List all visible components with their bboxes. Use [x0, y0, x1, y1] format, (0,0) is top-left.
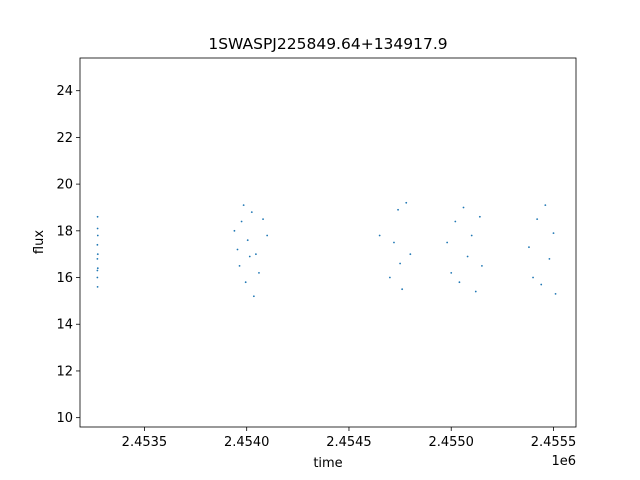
data-point — [405, 201, 408, 204]
y-tick-label: 20 — [56, 178, 73, 193]
y-axis-ticks: 10 12 14 16 18 20 22 24 — [56, 84, 80, 426]
data-point — [409, 253, 412, 256]
data-point — [238, 264, 241, 267]
x-tick-label: 2.4545 — [326, 435, 372, 450]
data-point — [244, 281, 247, 284]
data-point — [388, 276, 391, 279]
y-tick-label: 10 — [56, 411, 73, 426]
data-point — [450, 271, 453, 274]
x-tick-label: 2.4550 — [428, 435, 474, 450]
data-point — [233, 229, 236, 232]
data-point — [240, 220, 243, 223]
data-point — [96, 215, 99, 218]
x-tick-label: 2.4535 — [122, 435, 168, 450]
data-point — [96, 285, 99, 288]
data-point — [250, 211, 253, 214]
data-point — [242, 204, 245, 207]
data-point — [481, 264, 483, 267]
data-point — [462, 206, 465, 209]
data-point — [393, 241, 395, 244]
data-point — [466, 255, 469, 258]
data-point — [378, 234, 381, 237]
data-point — [540, 283, 543, 286]
data-point — [478, 215, 481, 218]
x-tick-label: 2.4555 — [531, 435, 577, 450]
data-point — [552, 232, 555, 235]
data-point — [96, 269, 99, 272]
data-point — [544, 204, 547, 207]
data-point — [96, 227, 99, 230]
data-point — [397, 208, 399, 211]
plot-frame — [79, 57, 577, 428]
data-point — [96, 253, 99, 256]
x-axis-ticks: 2.4535 2.4540 2.4545 2.4550 2.4555 — [122, 427, 577, 450]
y-tick-label: 24 — [56, 84, 73, 99]
x-axis-label: time — [313, 456, 342, 471]
data-point — [96, 276, 99, 279]
y-tick-label: 16 — [56, 271, 73, 286]
data-point — [96, 267, 99, 270]
data-point — [96, 234, 99, 237]
data-point — [248, 255, 251, 258]
data-point — [246, 239, 249, 242]
data-point — [266, 234, 269, 237]
data-point — [96, 243, 99, 246]
data-point — [536, 218, 539, 221]
y-tick-label: 14 — [56, 318, 73, 333]
y-tick-label: 12 — [56, 364, 73, 379]
data-point — [258, 271, 260, 274]
data-points — [96, 201, 557, 298]
data-point — [454, 220, 457, 223]
data-point — [399, 262, 401, 265]
y-tick-label: 18 — [56, 224, 73, 239]
data-point — [548, 257, 551, 260]
chart-title: 1SWASPJ225849.64+134917.9 — [208, 35, 447, 53]
data-point — [252, 295, 255, 298]
data-point — [96, 257, 99, 260]
data-point — [255, 253, 257, 256]
y-tick-label: 22 — [56, 131, 73, 146]
y-axis-label: flux — [32, 230, 47, 254]
data-point — [446, 241, 449, 244]
data-point — [474, 290, 477, 293]
x-tick-label: 2.4540 — [224, 435, 270, 450]
x-axis-offset-label: 1e6 — [551, 454, 576, 469]
data-point — [470, 234, 473, 237]
data-point — [532, 276, 534, 279]
data-point — [458, 281, 461, 284]
data-point — [401, 288, 404, 291]
data-point — [528, 246, 530, 249]
data-point — [262, 218, 264, 221]
data-point — [236, 248, 239, 251]
data-point — [554, 292, 557, 295]
